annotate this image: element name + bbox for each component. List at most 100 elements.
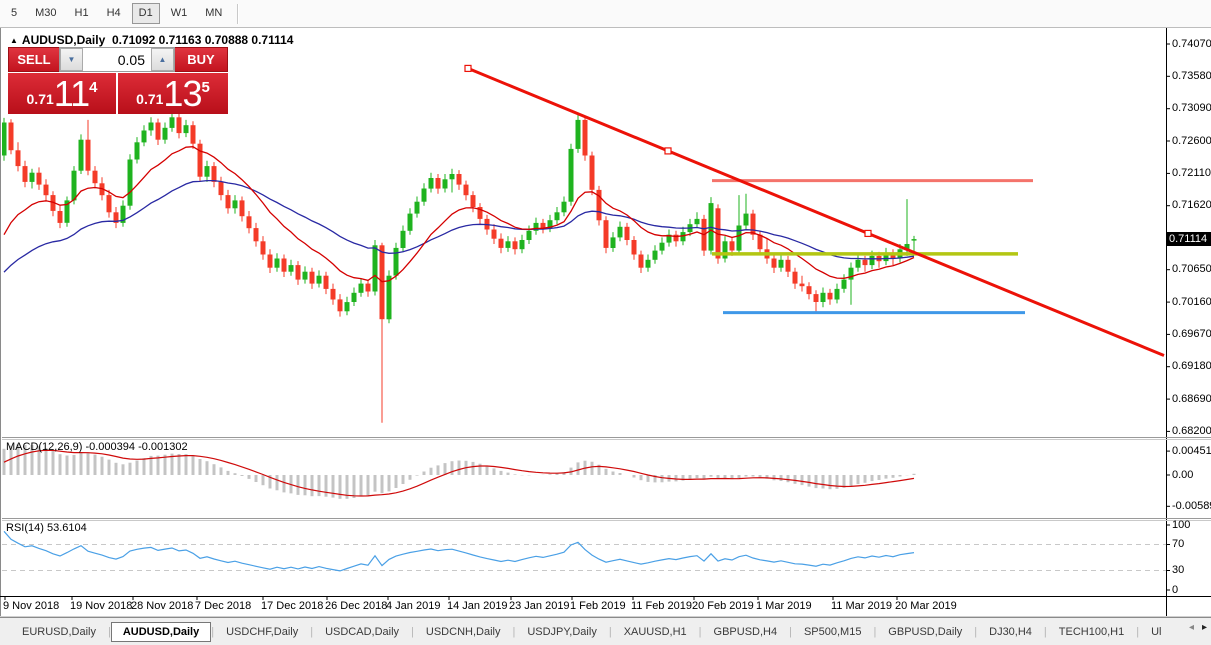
candle-body: [827, 292, 833, 300]
candle-body: [757, 234, 763, 250]
tab-usdjpy-daily[interactable]: USDJPY,Daily: [527, 625, 597, 638]
candle-body: [526, 230, 532, 240]
candle-body: [295, 265, 301, 280]
candle-body: [78, 139, 84, 171]
candle-body: [519, 240, 525, 250]
sell-price-pip: 4: [89, 79, 98, 96]
candle-body: [806, 286, 812, 295]
timeframe-button-h4[interactable]: H4: [106, 7, 121, 19]
macd-axis-label: 0.004517: [1172, 445, 1211, 457]
volume-stepper: ▼ 0.05 ▲: [59, 47, 175, 72]
candle-body: [666, 234, 672, 243]
timeframe-button-h1[interactable]: H1: [74, 7, 89, 19]
date-axis-label: 4 Jan 2019: [386, 600, 441, 612]
tab-dj30-h4[interactable]: DJ30,H4: [989, 625, 1032, 638]
candle-body: [512, 241, 518, 250]
sell-price-prefix: 0.71: [26, 91, 54, 107]
tab-ul[interactable]: Ul: [1151, 625, 1162, 638]
candle-body: [911, 239, 917, 241]
candle-body: [414, 201, 420, 214]
candle-body: [533, 222, 539, 231]
candle-body: [596, 189, 602, 221]
candle-body: [505, 241, 511, 248]
trendline-anchor: [664, 147, 672, 155]
tab-gbpusd-h4[interactable]: GBPUSD,H4: [713, 625, 778, 638]
timeframe-button-d1[interactable]: D1: [131, 3, 160, 24]
candle-body: [2, 122, 7, 156]
tab-sp500-m15[interactable]: SP500,M15: [803, 625, 862, 638]
tab-divider: |: [1136, 625, 1140, 638]
candle-body: [225, 195, 231, 209]
timeframe-button-w1[interactable]: W1: [170, 7, 188, 19]
candle-body: [288, 265, 294, 272]
candle-body: [43, 184, 49, 196]
candle-body: [575, 119, 581, 149]
rsi-pane[interactable]: [2, 530, 1166, 572]
tab-usdcnh-daily[interactable]: USDCNH,Daily: [425, 625, 501, 638]
candle-body: [15, 150, 21, 167]
tab-eurusd-daily[interactable]: EURUSD,Daily: [22, 625, 96, 638]
price-axis-label: 0.69670: [1172, 328, 1211, 340]
candle-body: [274, 258, 280, 268]
candle-body: [435, 178, 441, 189]
rsi-axis-label: 30: [1172, 564, 1185, 576]
tab-gbpusd-daily[interactable]: GBPUSD,Daily: [888, 625, 963, 638]
tab-divider: |: [411, 625, 414, 638]
tab-tech100-h1[interactable]: TECH100,H1: [1058, 625, 1125, 638]
volume-increase-button[interactable]: ▲: [151, 48, 174, 71]
timeframe-button-mn[interactable]: MN: [205, 7, 223, 19]
volume-decrease-button[interactable]: ▼: [60, 48, 83, 71]
tab-usdcad-daily[interactable]: USDCAD,Daily: [325, 625, 400, 638]
date-axis-label: 23 Jan 2019: [509, 600, 570, 612]
candle-body: [869, 255, 875, 266]
candle-body: [183, 125, 189, 134]
candle-body: [358, 283, 364, 293]
candle-body: [855, 259, 861, 268]
tab-audusd-daily[interactable]: AUDUSD,Daily: [110, 621, 212, 642]
trendline-anchor: [464, 64, 472, 73]
main-price-pane[interactable]: [2, 64, 1165, 423]
buy-price-tile[interactable]: 0.71 13 5: [118, 73, 228, 114]
volume-input[interactable]: 0.05: [117, 51, 145, 68]
macd-pane[interactable]: [2, 444, 916, 499]
candle-body: [771, 258, 777, 268]
candle-body: [253, 228, 259, 242]
candle-body: [631, 240, 637, 255]
candle-body: [498, 238, 504, 248]
timeframe-button-m30[interactable]: M30: [35, 7, 57, 19]
candle-body: [309, 271, 315, 284]
ma-fast-line: [3, 146, 915, 283]
candle-body: [449, 174, 455, 180]
price-axis-label: 0.68690: [1172, 393, 1211, 405]
candle-body: [785, 259, 791, 272]
candle-body: [400, 230, 406, 248]
tab-usdchf-daily[interactable]: USDCHF,Daily: [226, 625, 299, 638]
timeframe-button-5[interactable]: 5: [11, 7, 18, 19]
sell-button[interactable]: SELL: [8, 47, 59, 72]
candle-body: [92, 170, 98, 184]
timeframe-toolbar: 5 M30 H1 H4 D1 W1 MN: [0, 0, 1211, 28]
candle-body: [120, 205, 126, 223]
candle-body: [71, 170, 77, 201]
price-axis-label: 0.72110: [1172, 167, 1211, 179]
tab-xauusd-h1[interactable]: XAUUSD,H1: [623, 625, 687, 638]
tab-divider: |: [608, 625, 612, 638]
candle-body: [134, 142, 140, 160]
price-axis-label: 0.69180: [1172, 360, 1211, 372]
tab-scroll-right-icon[interactable]: ▸: [1201, 622, 1207, 633]
candle-body: [652, 250, 658, 260]
rsi-axis-label: 100: [1172, 519, 1191, 531]
ohlc-values: 0.71092 0.71163 0.70888 0.71114: [111, 33, 294, 47]
date-axis-label: 28 Nov 2018: [131, 600, 194, 612]
tab-scroll-left-icon[interactable]: ◂: [1188, 622, 1194, 633]
date-axis-label: 1 Mar 2019: [756, 600, 812, 612]
rsi-line: [3, 530, 915, 572]
sell-price-tile[interactable]: 0.71 11 4: [8, 73, 116, 114]
candle-body: [344, 302, 350, 312]
tab-divider: |: [1043, 625, 1047, 638]
buy-button[interactable]: BUY: [175, 47, 228, 72]
candle-body: [750, 213, 756, 235]
tab-divider: |: [789, 625, 792, 638]
candle-body: [645, 259, 651, 268]
